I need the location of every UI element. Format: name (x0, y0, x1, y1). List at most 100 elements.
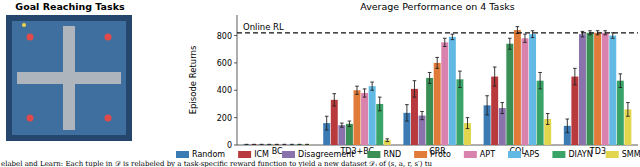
error-cap (603, 30, 607, 31)
error-cap (385, 138, 389, 139)
error-cap (466, 128, 470, 129)
error-cap (451, 39, 455, 40)
figure: Goal Reaching TasksAverage Performance o… (0, 0, 640, 167)
error-cap (546, 124, 550, 125)
maze-image (6, 15, 132, 141)
error-line (334, 94, 335, 106)
error-bar (363, 89, 367, 97)
y-tick (234, 90, 237, 91)
bar (426, 78, 433, 145)
y-tick-label: 200 (217, 114, 232, 123)
legend-swatch (552, 151, 565, 158)
error-cap (451, 34, 455, 35)
error-cap (458, 71, 462, 72)
error-cap (363, 88, 367, 89)
error-line (459, 71, 460, 87)
bar (304, 144, 311, 145)
error-bar (348, 121, 352, 126)
error-cap (626, 116, 630, 117)
error-cap (523, 42, 527, 43)
legend-label: APT (480, 150, 495, 159)
error-line (509, 38, 510, 49)
bar (441, 42, 448, 145)
error-cap (435, 68, 439, 69)
error-cap (485, 114, 489, 115)
error-cap (355, 94, 359, 95)
error-bar (305, 144, 309, 145)
error-cap (267, 144, 271, 145)
y-label: Episode Returns (188, 45, 198, 114)
error-cap (500, 113, 504, 114)
error-cap (485, 95, 489, 96)
error-cap (500, 102, 504, 103)
error-cap (378, 110, 382, 111)
legend-swatch (367, 151, 380, 158)
error-cap (252, 144, 256, 145)
error-cap (283, 144, 287, 145)
error-cap (493, 86, 497, 87)
error-cap (298, 144, 302, 145)
bar (346, 124, 353, 145)
error-cap (428, 72, 432, 73)
legend-label: Disagreement (298, 150, 354, 159)
legend-label: Random (192, 150, 225, 159)
legend-swatch (464, 151, 477, 158)
error-cap (340, 123, 344, 124)
legend-swatch (414, 151, 427, 158)
bars (243, 27, 631, 145)
bar (456, 79, 463, 145)
bar (571, 77, 578, 145)
error-bar (573, 68, 577, 84)
error-cap (565, 119, 569, 120)
legend-swatch (238, 151, 251, 158)
error-cap (305, 144, 309, 145)
legend: RandomICMDisagreementRNDProtoAPTAPSDIAYN… (176, 150, 640, 159)
error-cap (420, 111, 424, 112)
error-bar (435, 57, 439, 68)
error-bar (355, 86, 359, 94)
error-cap (538, 88, 542, 89)
error-cap (443, 46, 447, 47)
y-tick (234, 117, 237, 118)
legend-label: RND (383, 150, 401, 159)
annotation: Online RL (243, 22, 284, 32)
error-line (379, 97, 380, 111)
error-cap (298, 144, 302, 145)
error-bar (611, 33, 615, 38)
error-cap (516, 26, 520, 27)
error-cap (348, 126, 352, 127)
bar (609, 36, 616, 145)
error-cap (332, 93, 336, 94)
error-bar (370, 82, 374, 90)
error-bar (466, 118, 470, 129)
y-tick (234, 145, 237, 146)
bar (258, 144, 265, 145)
error-bar (260, 144, 264, 145)
error-line (437, 57, 438, 68)
error-line (341, 123, 342, 127)
error-bar (405, 105, 409, 121)
agent (22, 23, 26, 27)
caption: elabel and Learn: Each tuple in 𝒟 is rel… (1, 160, 432, 167)
bar (434, 63, 441, 145)
error-cap (565, 132, 569, 133)
error-cap (619, 87, 623, 88)
goal (27, 115, 34, 122)
error-bar (252, 144, 256, 145)
error-cap (325, 129, 329, 130)
maze-floor (12, 21, 126, 135)
error-cap (573, 68, 577, 69)
bar (273, 144, 280, 145)
y-tick-label: 800 (217, 32, 232, 41)
bar (514, 30, 521, 145)
bar (296, 144, 303, 145)
error-cap (283, 144, 287, 145)
panel-title: Goal Reaching Tasks (15, 1, 125, 12)
error-bar (283, 144, 287, 145)
bar (251, 144, 258, 145)
error-bar (428, 72, 432, 83)
error-cap (275, 144, 279, 145)
error-cap (332, 106, 336, 107)
reference-line (237, 32, 638, 33)
error-cap (260, 144, 264, 145)
